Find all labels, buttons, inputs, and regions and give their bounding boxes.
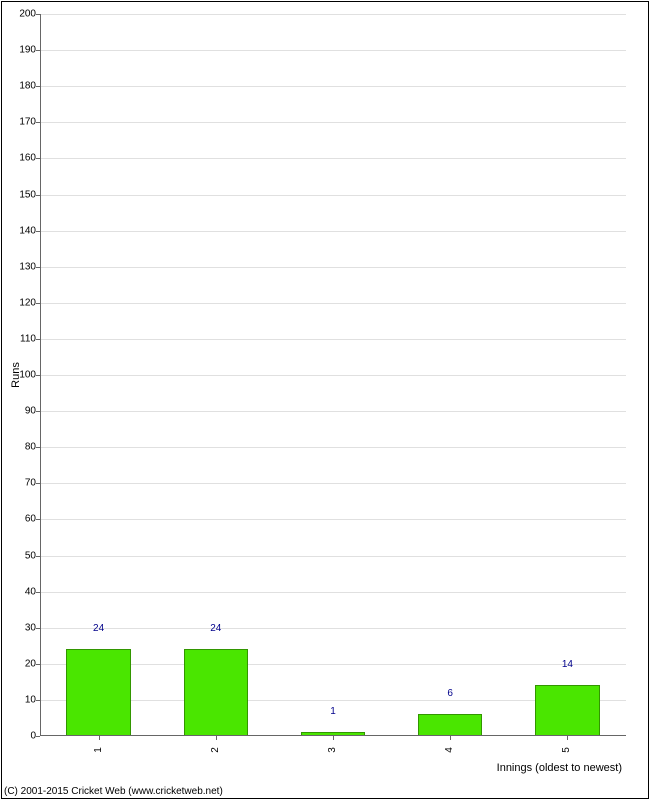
gridline (40, 158, 626, 159)
x-tick-mark (216, 736, 217, 740)
x-tick-label: 1 (93, 747, 104, 753)
gridline (40, 50, 626, 51)
gridline (40, 339, 626, 340)
gridline (40, 447, 626, 448)
gridline (40, 592, 626, 593)
gridline (40, 231, 626, 232)
gridline (40, 195, 626, 196)
gridline (40, 411, 626, 412)
bar (535, 685, 599, 736)
gridline (40, 14, 626, 15)
x-tick-mark (450, 736, 451, 740)
gridline (40, 122, 626, 123)
bar-value-label: 6 (447, 688, 453, 701)
bar-value-label: 24 (210, 623, 221, 636)
x-tick-label: 3 (327, 747, 338, 753)
gridline (40, 86, 626, 87)
bar-value-label: 24 (93, 623, 104, 636)
x-tick-label: 2 (210, 747, 221, 753)
x-tick-mark (99, 736, 100, 740)
gridline (40, 483, 626, 484)
bar (418, 714, 482, 736)
x-tick-label: 5 (561, 747, 572, 753)
y-tick-mark (36, 736, 40, 737)
x-tick-mark (333, 736, 334, 740)
gridline (40, 303, 626, 304)
gridline (40, 519, 626, 520)
gridline (40, 628, 626, 629)
y-axis-line (40, 14, 41, 736)
bar-value-label: 1 (330, 706, 336, 719)
y-axis-title: Runs (10, 362, 22, 388)
chart-container: 0102030405060708090100110120130140150160… (0, 0, 650, 800)
gridline (40, 556, 626, 557)
x-axis-title: Innings (oldest to newest) (497, 762, 622, 774)
gridline (40, 267, 626, 268)
x-tick-mark (567, 736, 568, 740)
plot-area: 0102030405060708090100110120130140150160… (40, 14, 626, 736)
bar (184, 649, 248, 736)
gridline (40, 375, 626, 376)
copyright-text: (C) 2001-2015 Cricket Web (www.cricketwe… (4, 786, 223, 797)
bar-value-label: 14 (562, 659, 573, 672)
bar (66, 649, 130, 736)
x-axis-line (40, 735, 626, 736)
x-tick-label: 4 (444, 747, 455, 753)
